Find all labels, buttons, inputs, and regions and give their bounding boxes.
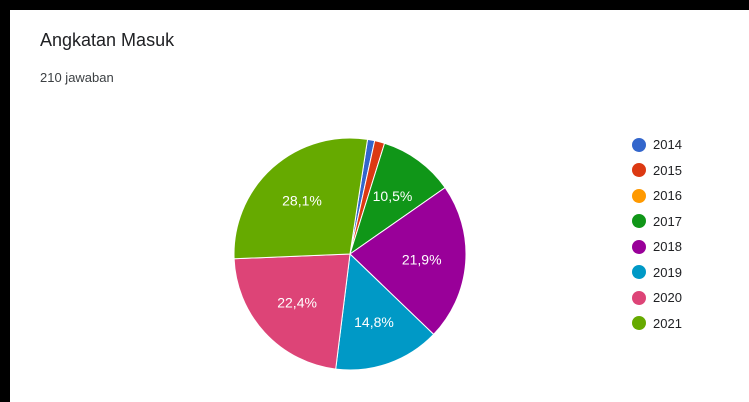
chart-card: Angkatan Masuk 210 jawaban 10,5% 21,9% 14,… (10, 10, 749, 402)
legend-swatch (632, 265, 646, 280)
legend-swatch (632, 214, 646, 229)
chart-title: Angkatan Masuk (40, 30, 175, 50)
legend-label: 2019 (653, 264, 682, 280)
legend-item-2020[interactable]: 2020 (632, 285, 682, 311)
data-label-2020: 22,4% (277, 295, 317, 311)
data-label-2017: 10,5% (373, 188, 413, 204)
legend-item-2014[interactable]: 2014 (632, 132, 682, 158)
legend-label: 2018 (653, 239, 682, 255)
legend-item-2016[interactable]: 2016 (632, 183, 682, 209)
legend-swatch (632, 316, 646, 331)
legend-swatch (632, 188, 646, 203)
response-count: 210 jawaban (40, 70, 114, 85)
legend-label: 2014 (653, 137, 682, 153)
legend-label: 2016 (653, 188, 682, 204)
legend-item-2021[interactable]: 2021 (632, 311, 682, 337)
pie-slice-2019[interactable] (335, 252, 435, 371)
pie-chart: 10,5% 21,9% 14,8% 22,4% 28,1% (233, 137, 467, 371)
legend-swatch (632, 163, 646, 178)
legend-label: 2021 (653, 315, 682, 331)
legend-label: 2015 (653, 162, 682, 178)
pie-slice-2018[interactable] (349, 186, 467, 336)
legend-item-2017[interactable]: 2017 (632, 209, 682, 235)
legend-item-2019[interactable]: 2019 (632, 260, 682, 286)
legend-swatch (632, 239, 646, 254)
data-label-2019: 14,8% (354, 314, 394, 330)
chart-legend: 2014 2015 2016 2017 2018 2019 2020 2021 (632, 132, 682, 336)
legend-label: 2020 (653, 290, 682, 306)
legend-swatch (632, 137, 646, 152)
legend-swatch (632, 290, 646, 305)
legend-item-2018[interactable]: 2018 (632, 234, 682, 260)
data-label-2021: 28,1% (282, 192, 322, 208)
legend-label: 2017 (653, 213, 682, 229)
pie-slice-2021[interactable] (233, 137, 369, 260)
pie-slice-2020[interactable] (233, 253, 351, 370)
data-label-2018: 21,9% (402, 252, 442, 268)
legend-item-2015[interactable]: 2015 (632, 158, 682, 184)
pie-slice-2017[interactable] (349, 142, 446, 256)
